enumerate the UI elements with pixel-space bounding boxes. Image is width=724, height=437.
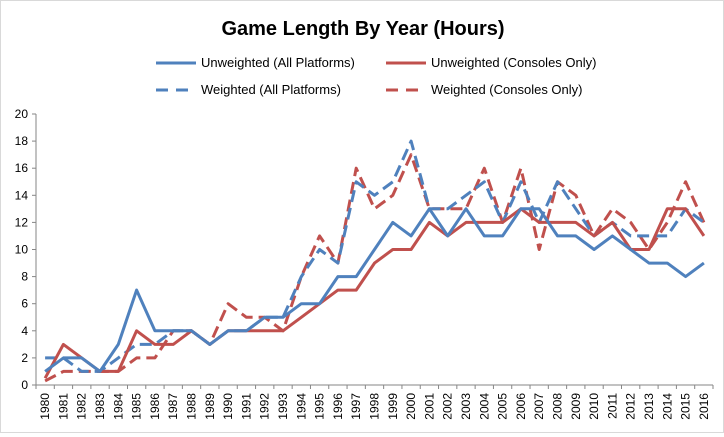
x-tick-label: 1990 [221,393,235,420]
x-tick-label: 1989 [203,393,217,420]
legend-label: Weighted (All Platforms) [201,82,341,97]
x-tick-label: 1999 [386,393,400,420]
x-tick-label: 2016 [697,393,711,420]
y-tick-label: 0 [21,378,28,392]
series-line [44,207,705,373]
x-tick-label: 1995 [313,393,327,420]
series-lines [43,139,706,383]
x-tick-label: 1981 [56,393,70,420]
legend-label: Unweighted (Consoles Only) [431,55,596,70]
y-tick-label: 18 [15,134,29,148]
x-tick-label: 2012 [624,393,638,420]
y-tick-label: 6 [21,297,28,311]
legend-label: Unweighted (All Platforms) [201,55,355,70]
x-tick-label: 2011 [605,393,619,419]
x-tick-label: 1988 [185,393,199,420]
x-tick-label: 1987 [166,393,180,420]
y-tick-label: 2 [21,351,28,365]
x-tick-label: 2001 [422,393,436,420]
x-tick-label: 2013 [642,393,656,420]
x-tick-label: 1984 [111,393,125,420]
y-tick-label: 14 [15,188,29,202]
x-tick-label: 1998 [368,393,382,420]
series-line [44,153,706,383]
x-tick-label: 2003 [459,393,473,420]
x-tick-label: 2005 [496,393,510,420]
x-tick-label: 1986 [148,393,162,420]
x-tick-label: 2014 [660,393,674,420]
legend-label: Weighted (Consoles Only) [431,82,583,97]
y-tick-label: 8 [21,270,28,284]
x-tick-label: 2004 [477,393,491,420]
x-tick-label: 1996 [331,393,345,420]
x-tick-label: 2008 [550,393,564,420]
axes: 0 2 4 6 8 10 12 14 16 18 20 1980 1981 1982 1983 1984 198… [15,107,714,420]
x-tick-label: 2015 [679,393,693,420]
y-tick-label: 12 [15,215,29,229]
x-tick-label: 1997 [349,393,363,420]
series-line [43,207,706,379]
y-tick-label: 20 [15,107,29,121]
x-tick-label: 2000 [404,393,418,420]
y-tick-label: 16 [15,161,29,175]
x-tick-label: 1983 [93,393,107,420]
x-tick-label: 2002 [441,393,455,420]
x-tick-label: 1985 [130,393,144,420]
x-tick-label: 2006 [514,393,528,420]
legend: Unweighted (All Platforms) Unweighted (Co… [156,55,596,97]
x-tick-label: 1980 [38,393,52,420]
y-tick-label: 4 [21,324,28,338]
x-tick-label: 1994 [294,393,308,420]
x-tick-label: 1992 [258,393,272,420]
x-tick-label: 1991 [239,393,253,420]
y-tick-label: 10 [15,243,29,257]
x-tick-label: 1982 [75,393,89,420]
x-tick-label: 2009 [569,393,583,420]
x-tick-label: 2010 [587,393,601,420]
x-tick-label: 1993 [276,393,290,420]
chart-title: Game Length By Year (Hours) [221,18,504,40]
x-tick-label: 2007 [532,393,546,420]
